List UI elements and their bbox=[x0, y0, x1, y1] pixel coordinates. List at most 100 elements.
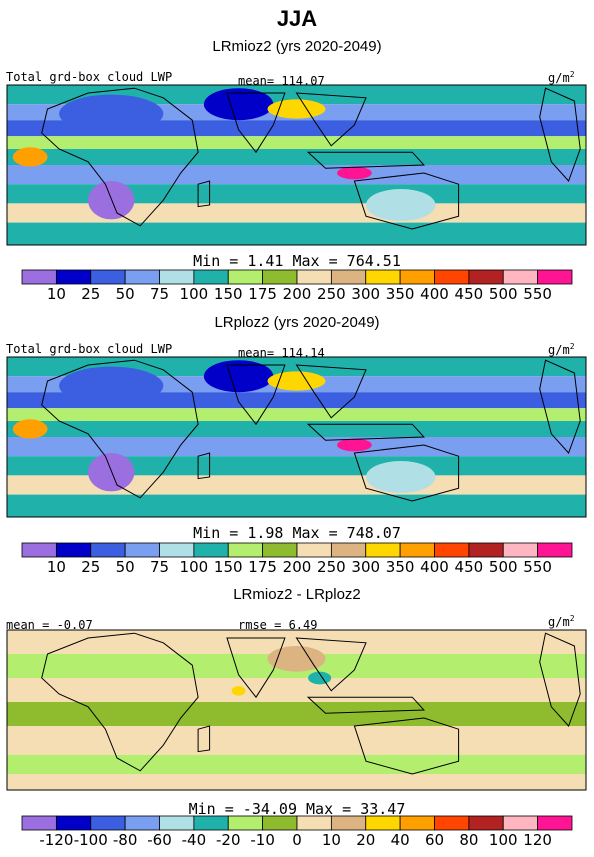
panel-2-colorbar-swatch bbox=[262, 542, 298, 558]
panel-3-colorbar-swatch bbox=[262, 815, 298, 831]
panel-2-colorbar-tick-label: 300 bbox=[351, 558, 380, 576]
panel-2-coastline-se-asia bbox=[295, 364, 367, 419]
panel-2-colorbar-tick-label: 150 bbox=[214, 558, 243, 576]
panel-3-negative-patch bbox=[308, 671, 332, 685]
panel-1-colorbar-tick-label: 350 bbox=[386, 285, 415, 303]
panel-2-colorbar-swatch bbox=[296, 542, 332, 558]
panel-3-colorbar-swatch bbox=[399, 815, 435, 831]
panel-1-field-band bbox=[7, 184, 586, 204]
panel-3-mean-label: mean = -0.07 bbox=[6, 618, 93, 632]
panel-2-colorbar-swatch bbox=[193, 542, 229, 558]
panel-2-colorbar-tick-label: 75 bbox=[150, 558, 169, 576]
panel-1-colorbar-swatch bbox=[468, 269, 504, 285]
panel-2-colorbar-tick-label: 500 bbox=[489, 558, 518, 576]
panel-3-colorbar-swatch bbox=[468, 815, 504, 831]
panel-2-field-band bbox=[7, 475, 586, 495]
panel-1-minmax: Min = 1.41 Max = 764.51 bbox=[193, 252, 401, 270]
panel-3-positive-patch bbox=[267, 646, 326, 672]
panel-3-colorbar-swatch bbox=[502, 815, 539, 831]
panel-1-unit-label: g/m2 bbox=[548, 70, 575, 85]
panel-1-colorbar-swatch bbox=[330, 269, 367, 285]
panel-2-colorbar-swatch bbox=[330, 542, 367, 558]
panel-3-unit-label: g/m2 bbox=[548, 614, 575, 629]
panel-3-field-band bbox=[7, 754, 586, 774]
panel-1-colorbar-tick-label: 550 bbox=[523, 285, 552, 303]
panel-3-colorbar-tick-label: -80 bbox=[113, 831, 138, 849]
panel-1-field-band bbox=[7, 203, 586, 223]
panel-3-map-frame bbox=[6, 629, 587, 791]
panel-3-colorbar-tick-label: 80 bbox=[459, 831, 478, 849]
panel-1-colorbar-swatch bbox=[296, 269, 332, 285]
panel-3-coastline-madagascar bbox=[197, 725, 211, 753]
panel-3-colorbar-swatch bbox=[193, 815, 229, 831]
panel-1-colorbar-swatch bbox=[159, 269, 195, 285]
panel-2-coastline-americas bbox=[539, 359, 581, 454]
panel-1-colorbar-tick-label: 25 bbox=[81, 285, 100, 303]
panel-1-colorbar-tick-label: 250 bbox=[317, 285, 346, 303]
panel-2-colorbar-swatch bbox=[537, 542, 573, 558]
panel-2-colorbar-swatch bbox=[159, 542, 195, 558]
panel-2-colorbar-swatch bbox=[227, 542, 264, 558]
panel-3-colorbar-swatch bbox=[124, 815, 160, 831]
panel-2-colorbar-tick-label: 250 bbox=[317, 558, 346, 576]
panel-1-coastline-africa bbox=[41, 87, 199, 227]
panel-2-newguinea-patch bbox=[337, 438, 372, 452]
panel-2-sahara-patch bbox=[59, 366, 164, 405]
panel-3-colorbar-tick-label: 120 bbox=[523, 831, 552, 849]
panel-3-colorbar-swatch bbox=[21, 815, 57, 831]
panel-3-colorbar-tick-label: -120 bbox=[39, 831, 73, 849]
panel-3-colorbar-tick-label: -100 bbox=[74, 831, 108, 849]
panel-1-colorbar-tick-label: 75 bbox=[150, 285, 169, 303]
panel-1-australia-patch bbox=[365, 189, 436, 221]
panel-2-kalahari-patch bbox=[88, 453, 135, 492]
panel-3-title: LRmioz2 - LRploz2 bbox=[233, 586, 361, 603]
panel-2-colorbar-tick-label: 350 bbox=[386, 558, 415, 576]
panel-1-westafrica-patch bbox=[12, 147, 48, 167]
panel-3-colorbar-tick-label: 60 bbox=[425, 831, 444, 849]
panel-3-coastline-americas bbox=[539, 632, 581, 727]
panel-3-coastline-se-asia bbox=[295, 637, 367, 692]
panel-1-colorbar-swatch bbox=[124, 269, 160, 285]
panel-1-colorbar-swatch bbox=[21, 269, 57, 285]
panel-3-colorbar-tick-label: 10 bbox=[322, 831, 341, 849]
panel-1-field-band bbox=[7, 85, 586, 105]
panel-3-coastline-india bbox=[226, 637, 286, 699]
panel-3-colorbar-swatch bbox=[55, 815, 92, 831]
panel-3-field-band bbox=[7, 726, 586, 755]
panel-1-colorbar-swatch bbox=[537, 269, 573, 285]
panel-3-coastline-australia bbox=[353, 717, 460, 775]
panel-2-coastline-australia bbox=[353, 444, 460, 502]
panel-2-colorbar-tick-label: 175 bbox=[248, 558, 277, 576]
panel-1-newguinea-patch bbox=[337, 166, 372, 180]
panel-3-colorbar-swatch bbox=[90, 815, 126, 831]
panel-3-field-band bbox=[7, 678, 586, 702]
panel-1-coastline-se-asia bbox=[295, 92, 367, 147]
panel-3-colorbar-swatch bbox=[227, 815, 264, 831]
panel-2-colorbar-tick-label: 550 bbox=[523, 558, 552, 576]
panel-1-colorbar-swatch bbox=[502, 269, 539, 285]
panel-2-colorbar-swatch bbox=[365, 542, 401, 558]
panel-2-australia-patch bbox=[365, 461, 436, 493]
panel-1-sahara-patch bbox=[59, 94, 164, 133]
panel-3-colorbar-tick-label: 100 bbox=[489, 831, 518, 849]
panel-1-variable-label: Total grd-box cloud LWP bbox=[6, 70, 173, 84]
panel-2-field-band bbox=[7, 408, 586, 421]
panel-2-coastline-india bbox=[226, 364, 286, 426]
panel-3-field-band bbox=[7, 702, 586, 726]
panel-1-colorbar-tick-label: 10 bbox=[47, 285, 66, 303]
panel-2-field-band bbox=[7, 437, 586, 457]
figure-title: JJA bbox=[276, 6, 318, 31]
panel-1-colorbar-swatch bbox=[90, 269, 126, 285]
panel-1-colorbar-swatch bbox=[399, 269, 435, 285]
panel-1-map-frame bbox=[6, 84, 587, 246]
panel-3-coastline-indonesia bbox=[306, 696, 425, 714]
panel-1-colorbar-swatch bbox=[193, 269, 229, 285]
panel-2-unit-label: g/m2 bbox=[548, 342, 575, 357]
panel-1-field-band bbox=[7, 136, 586, 149]
panel-2-westafrica-patch bbox=[12, 419, 48, 439]
panel-2-colorbar-swatch bbox=[90, 542, 126, 558]
panel-2-colorbar-tick-label: 450 bbox=[455, 558, 484, 576]
panel-2-colorbar-swatch bbox=[124, 542, 160, 558]
panel-3-colorbar-tick-label: 20 bbox=[356, 831, 375, 849]
panel-2-field-band bbox=[7, 421, 586, 437]
